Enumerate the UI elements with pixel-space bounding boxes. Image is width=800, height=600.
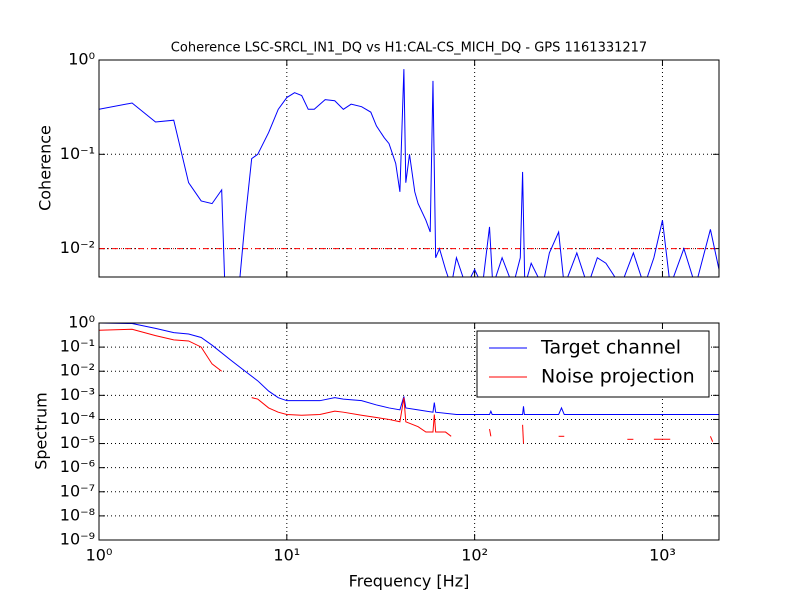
- x-tick-label: 10¹: [273, 546, 300, 565]
- y-axis-label: Coherence: [36, 125, 55, 211]
- x-tick-label: 10²: [461, 546, 488, 565]
- y-tick-label: 10⁻¹: [60, 144, 95, 163]
- y-tick-label: 10⁻⁹: [60, 530, 95, 549]
- y-tick-label: 10⁻⁶: [60, 457, 95, 476]
- y-axis-label: Spectrum: [32, 392, 51, 470]
- y-tick-label: 10⁻⁸: [60, 505, 95, 524]
- series-line: [251, 397, 452, 437]
- y-tick-label: 10⁻⁵: [60, 433, 95, 452]
- y-tick-label: 10⁰: [68, 313, 95, 332]
- y-tick-label: 10⁻⁷: [60, 481, 95, 500]
- legend-box: [476, 330, 710, 398]
- series-line: [522, 424, 524, 444]
- x-tick-label: 10⁰: [86, 546, 113, 565]
- x-axis-label: Frequency [Hz]: [349, 572, 470, 591]
- axes-frame: [98, 322, 720, 541]
- chart-title: Coherence LSC-SRCL_IN1_DQ vs H1:CAL-CS_M…: [171, 41, 647, 56]
- series-line: [489, 428, 492, 437]
- y-tick-label: 10⁻³: [60, 385, 95, 404]
- x-tick-label: 10³: [649, 546, 676, 565]
- series-line: [99, 323, 719, 416]
- y-tick-label: 10⁰: [68, 50, 95, 69]
- y-tick-label: 10⁻¹: [60, 337, 95, 356]
- y-tick-label: 10⁻²: [60, 361, 95, 380]
- series-line: [99, 328, 222, 372]
- y-tick-label: 10⁻⁴: [60, 409, 95, 428]
- y-tick-label: 10⁻²: [60, 238, 95, 257]
- legend-label: Target channel: [540, 337, 681, 359]
- legend-label: Noise projection: [541, 366, 695, 388]
- series-line: [709, 436, 714, 442]
- series-line: [99, 69, 719, 277]
- axes-frame: [98, 59, 720, 278]
